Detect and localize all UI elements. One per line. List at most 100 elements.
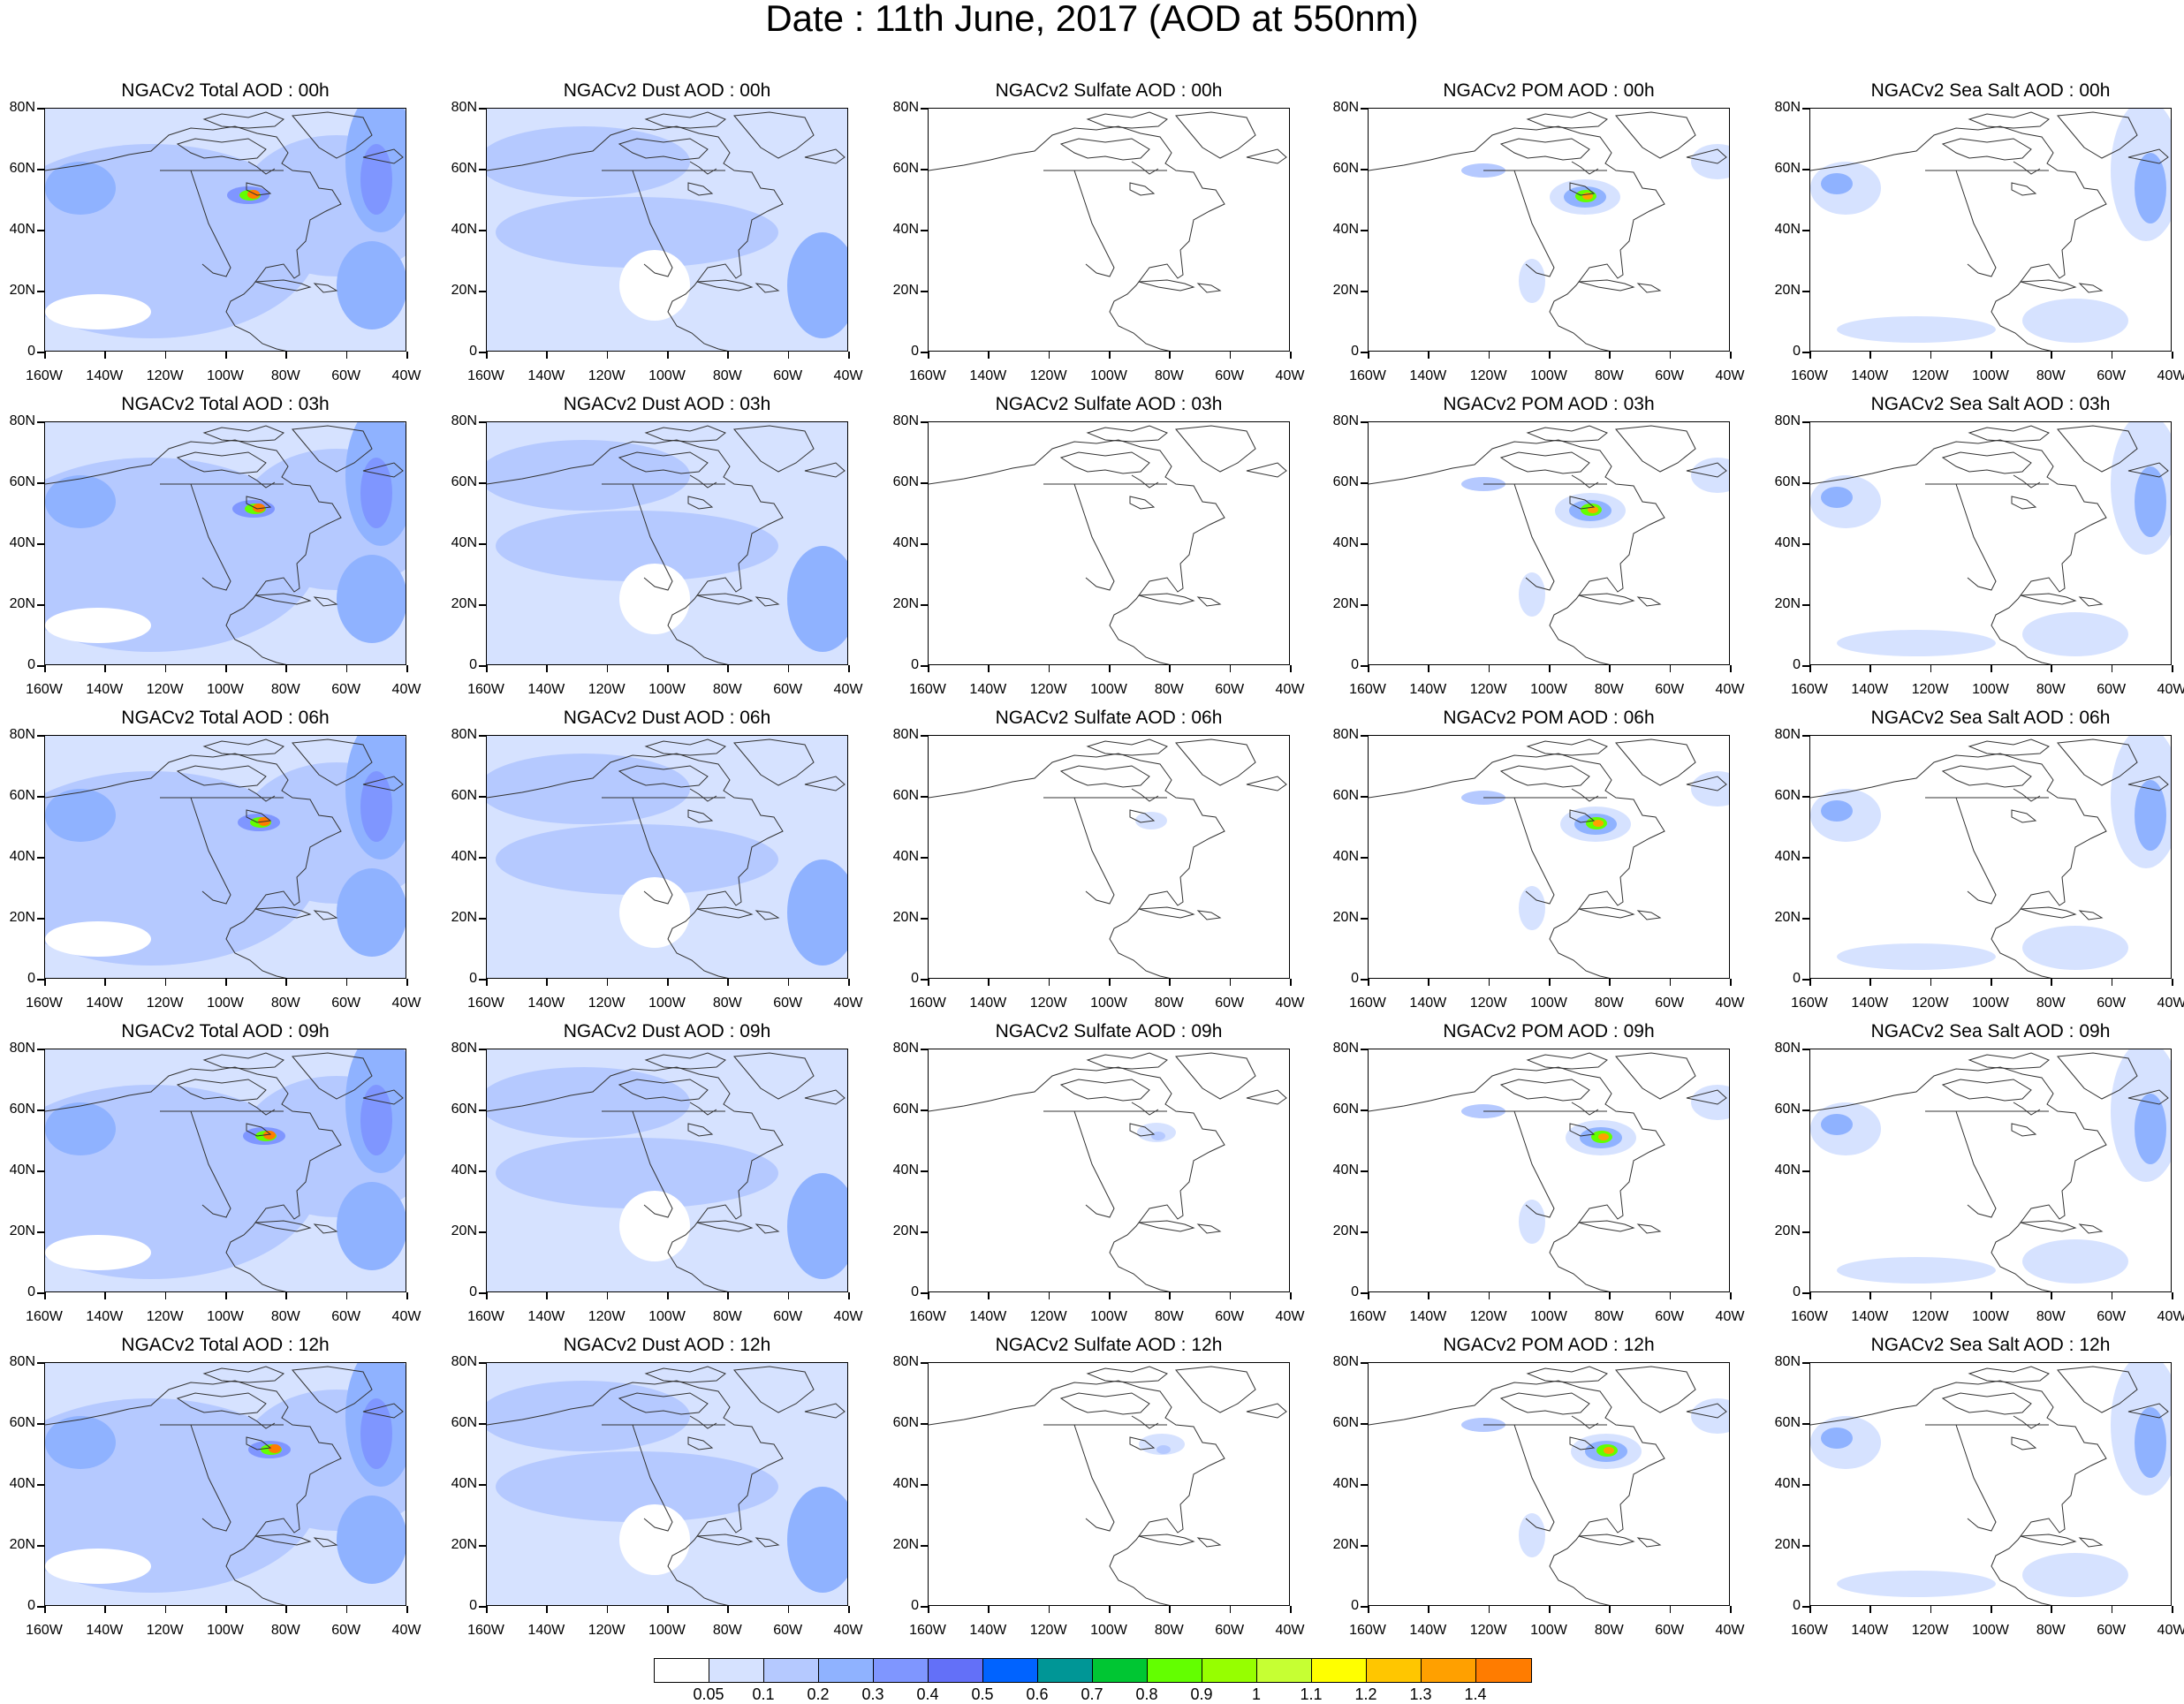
colorbar-swatch	[1093, 1659, 1148, 1682]
coastline	[1569, 809, 1596, 823]
lat-tick	[921, 1049, 928, 1050]
lon-label: 60W	[2097, 368, 2127, 383]
lon-tick	[406, 352, 408, 359]
lon-label: 120W	[1029, 1623, 1067, 1638]
lon-tick	[1991, 352, 1992, 359]
panel-title: NGACv2 Sea Salt AOD : 00h	[1870, 80, 2111, 101]
lon-label: 140W	[1409, 1623, 1447, 1638]
lon-label: 100W	[207, 996, 244, 1011]
lon-tick	[285, 352, 287, 359]
coastline	[1636, 1537, 1662, 1548]
coastline	[1526, 1366, 1608, 1383]
coastline	[804, 776, 846, 791]
field-background	[929, 1363, 1289, 1605]
coastline	[2127, 1403, 2169, 1419]
lon-label: 40W	[833, 368, 863, 383]
lon-tick	[225, 1292, 227, 1299]
lat-label: 40N	[1774, 849, 1801, 864]
lat-tick	[1802, 857, 1809, 859]
aod-contour-patch	[787, 546, 847, 652]
map-area	[1809, 735, 2172, 979]
lon-label: 60W	[331, 682, 361, 697]
lat-tick	[37, 665, 44, 667]
lon-label: 160W	[1349, 1309, 1386, 1324]
lat-tick	[921, 1170, 928, 1172]
lat-tick	[37, 1423, 44, 1425]
coastline	[1131, 474, 1159, 488]
coastline	[190, 170, 231, 277]
lat-label: 0	[1351, 657, 1359, 672]
lat-tick	[479, 1292, 486, 1294]
lon-tick	[1809, 1606, 1811, 1613]
lon-label: 140W	[1409, 1309, 1447, 1324]
lon-label: 60W	[331, 1623, 361, 1638]
lon-tick	[1169, 979, 1171, 986]
lat-tick	[921, 1231, 928, 1233]
lat-label: 0	[469, 1284, 477, 1299]
aod-field	[487, 109, 847, 351]
lon-tick	[225, 352, 227, 359]
aod-contour-patch	[45, 475, 116, 528]
lon-tick	[606, 352, 609, 359]
lon-tick	[1169, 352, 1171, 359]
lon-tick	[1669, 979, 1672, 986]
lon-label: 140W	[1851, 682, 1889, 697]
lat-tick	[37, 1049, 44, 1050]
coastline	[254, 1534, 312, 1546]
lat-tick	[921, 1362, 928, 1364]
lon-tick	[727, 1292, 729, 1299]
aod-contour-patch	[45, 921, 151, 957]
map-panel-dust-03h: NGACv2 Dust AOD : 03h 80N 60N 40N 20N 0 160W 14…	[451, 395, 910, 704]
colorbar-swatch	[874, 1659, 929, 1682]
lat-tick	[921, 796, 928, 798]
coastline	[1499, 765, 1590, 788]
lat-label: 20N	[451, 596, 477, 611]
lon-tick	[988, 1606, 990, 1613]
lon-tick	[345, 352, 348, 359]
coastline	[247, 1415, 276, 1429]
lon-tick	[345, 1606, 348, 1613]
lat-label: 40N	[9, 222, 35, 237]
coastline	[2011, 182, 2037, 196]
aod-contour-patch	[45, 1549, 151, 1584]
lon-tick	[928, 1606, 929, 1613]
lon-tick	[546, 979, 548, 986]
lat-label: 20N	[9, 910, 35, 925]
coastline	[313, 596, 338, 607]
lon-label: 60W	[773, 996, 803, 1011]
lat-tick	[37, 1109, 44, 1111]
lat-tick	[1802, 1049, 1809, 1050]
coastline	[1129, 1123, 1156, 1137]
lon-label: 100W	[1972, 1623, 2009, 1638]
coastline	[202, 111, 284, 129]
coastline	[45, 1380, 342, 1605]
aod-contour-patch	[787, 1487, 847, 1593]
coastline	[246, 1123, 272, 1137]
lat-tick	[1361, 1484, 1368, 1486]
coastline	[1131, 1415, 1159, 1429]
aod-contour-patch	[2135, 1407, 2166, 1478]
lon-tick	[345, 665, 348, 672]
lat-label: 80N	[892, 413, 919, 428]
map-panel-total-06h: NGACv2 Total AOD : 06h 80N 60N 40N 20N 0 160W 1…	[10, 708, 468, 1018]
lat-tick	[921, 291, 928, 292]
aod-contour-patch	[1821, 800, 1853, 822]
coastline	[1138, 593, 1195, 605]
lat-label: 60N	[9, 1415, 35, 1430]
coastline	[1636, 283, 1662, 293]
lon-label: 140W	[86, 1309, 124, 1324]
lon-tick	[928, 352, 929, 359]
lon-label: 80W	[1154, 1309, 1184, 1324]
lon-tick	[285, 1606, 287, 1613]
panel-title: NGACv2 Total AOD : 03h	[121, 394, 330, 414]
lat-tick	[1361, 230, 1368, 231]
coastline	[1131, 1102, 1159, 1116]
coastline	[1941, 765, 2032, 788]
coastline	[1059, 1392, 1150, 1415]
lon-label: 40W	[2157, 368, 2184, 383]
aod-contour-patch	[487, 1067, 690, 1138]
coastline	[733, 738, 815, 786]
colorbar-label: 0.7	[1081, 1685, 1103, 1703]
coastline	[1246, 1089, 1287, 1105]
lon-label: 140W	[527, 1623, 565, 1638]
